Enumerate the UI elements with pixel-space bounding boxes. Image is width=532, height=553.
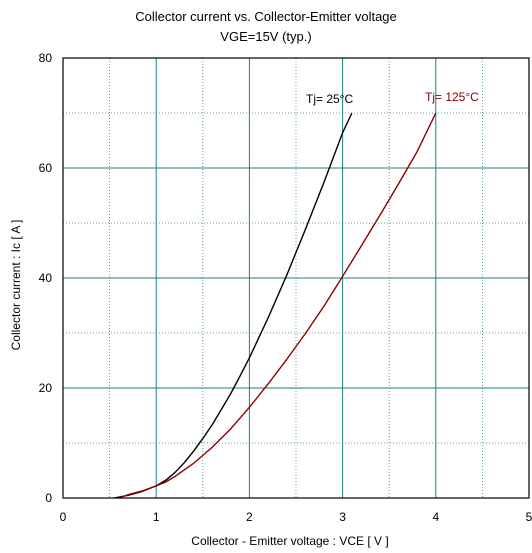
y-axis-label: Collector current : Ic [ A ] [9,220,23,351]
y-tick-label: 20 [39,381,53,395]
series-line-tj25 [114,112,353,499]
y-tick-label: 40 [39,271,53,285]
series-lines [114,112,437,499]
x-tick-label: 3 [339,510,346,524]
chart-title: Collector current vs. Collector-Emitter … [135,9,397,24]
chart-subtitle: VGE=15V (typ.) [220,29,311,44]
x-tick-label: 5 [526,510,532,524]
x-tick-label: 2 [246,510,253,524]
y-tick-label: 60 [39,161,53,175]
grid [63,58,529,498]
x-tick-label: 4 [432,510,439,524]
x-tick-label: 1 [153,510,160,524]
series-label-tj125: Tj= 125°C [425,90,479,104]
series-line-tj125 [118,112,437,499]
x-axis-label: Collector - Emitter voltage : VCE [ V ] [191,534,388,548]
x-tick-label: 0 [60,510,67,524]
series-label-tj25: Tj= 25°C [306,92,353,106]
y-tick-label: 0 [45,491,52,505]
plot-frame [62,57,530,499]
y-tick-label: 80 [39,51,53,65]
tick-labels: 0 1 2 3 4 5 0 20 40 60 80 [39,51,532,524]
